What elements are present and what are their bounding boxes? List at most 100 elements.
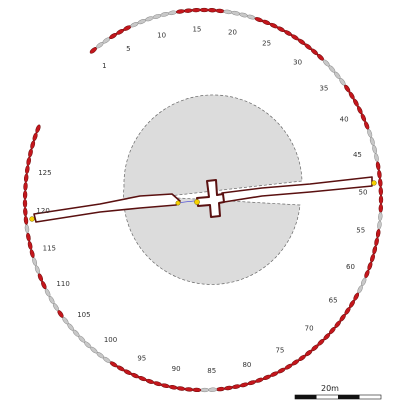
ring-stone [357, 285, 363, 294]
ring-stone [160, 12, 170, 17]
ring-stone [26, 156, 31, 166]
ring-stone [231, 10, 241, 16]
scale-bar: 20m [294, 384, 382, 400]
ring-stone [367, 129, 373, 138]
ring-stone [23, 181, 28, 191]
ring-stone [361, 277, 367, 286]
ring-label: 60 [346, 263, 355, 271]
ring-stone [22, 198, 28, 208]
ring-stone [375, 228, 381, 238]
ring-label: 85 [207, 367, 216, 375]
ring-label: 110 [56, 280, 69, 288]
ring-label: 95 [137, 355, 146, 363]
scale-bar-label: 20m [321, 384, 339, 393]
ring-label: 75 [275, 347, 284, 355]
ring-stone [145, 16, 154, 22]
ring-stone [34, 265, 40, 274]
central-chamber [196, 179, 225, 218]
ring-stone [378, 186, 383, 196]
ring-label: 35 [319, 84, 328, 92]
ring-stone [246, 14, 256, 20]
ring-stone [24, 173, 29, 183]
ring-label: 80 [242, 361, 251, 369]
ring-stone [192, 387, 202, 393]
ring-label: 55 [356, 227, 365, 235]
ring-stone [357, 106, 363, 115]
ring-stone [372, 245, 378, 255]
ring-stone [262, 374, 272, 381]
ring-stone [231, 384, 241, 389]
ring-stone [360, 113, 367, 122]
ring-stone [183, 8, 193, 13]
ring-stone [254, 17, 264, 23]
ring-stone [191, 7, 201, 13]
ring-stone [30, 140, 36, 150]
ring-label: 15 [192, 26, 201, 34]
ring-stone [199, 7, 209, 13]
ring-stone [145, 378, 155, 384]
ring-stone [23, 215, 29, 225]
ring-stone [44, 288, 51, 297]
east-passage [221, 176, 373, 203]
marker-centre [194, 199, 200, 205]
ring-label: 10 [157, 31, 166, 39]
ring-stone [262, 19, 271, 26]
ring-stone [369, 136, 375, 146]
ring-label: 90 [172, 365, 181, 373]
ring-stones [22, 7, 384, 393]
ring-stone [176, 386, 186, 391]
ring-stone [25, 165, 30, 175]
ring-label: 65 [329, 296, 338, 304]
ring-stone [26, 232, 31, 242]
ring-stone [378, 212, 383, 222]
ring-stone [374, 237, 379, 247]
ring-stone [137, 19, 147, 25]
ring-stone [168, 385, 178, 390]
ring-stone [160, 383, 170, 389]
ring-label: 70 [305, 325, 314, 333]
ring-stone [364, 269, 370, 279]
marker-centre-west [175, 200, 181, 206]
ring-stone [184, 387, 194, 392]
ring-label: 120 [36, 207, 49, 215]
ring-label: 50 [359, 189, 368, 197]
ring-stone [377, 169, 382, 179]
ring-label: 25 [262, 40, 271, 48]
ring-label: 1 [102, 62, 106, 70]
ring-stone [364, 121, 370, 130]
ring-stone [372, 145, 377, 154]
ring-stone [370, 253, 375, 263]
ring-stone [353, 98, 359, 107]
ring-stone [223, 9, 233, 15]
ring-stone [29, 249, 35, 258]
marker-west [29, 216, 35, 222]
ring-stone [23, 207, 28, 217]
ring-stone [41, 280, 47, 290]
ring-stone [215, 8, 225, 14]
ring-stone [35, 124, 41, 134]
ring-stone [377, 220, 382, 230]
ring-stone [208, 387, 218, 392]
ring-stone [239, 382, 249, 388]
ring-stone [207, 8, 217, 13]
ring-stone [28, 148, 33, 158]
ring-stone [22, 190, 28, 200]
ring-stone [255, 377, 264, 383]
ring-stone [216, 386, 226, 392]
ring-stone [200, 387, 210, 393]
ring-stone [37, 273, 44, 282]
ring-stone [378, 203, 383, 213]
ring-stone [239, 12, 248, 18]
ring-label: 40 [340, 116, 349, 124]
ring-label: 125 [38, 169, 51, 177]
ring-stone [247, 380, 257, 386]
ring-stone [367, 261, 373, 271]
ring-stone [32, 132, 38, 142]
ring-stone [24, 224, 30, 234]
ring-stone [27, 241, 33, 250]
ring-stone [152, 14, 162, 19]
ring-label: 105 [77, 311, 90, 319]
